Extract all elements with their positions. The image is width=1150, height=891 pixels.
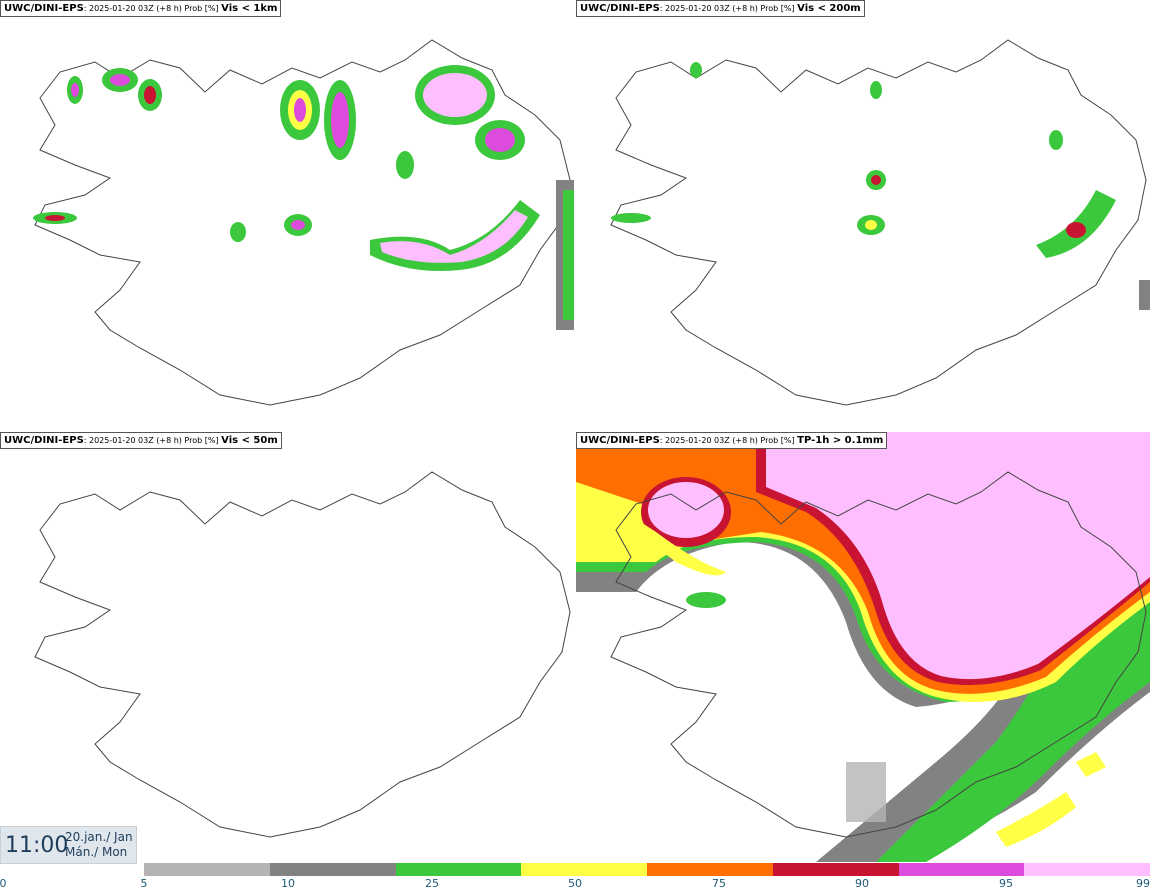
run-info: : 2025-01-20 03Z (+8 h) Prob [%] bbox=[83, 4, 219, 13]
panel-title-vis-1km: UWC/DINI-EPS: 2025-01-20 03Z (+8 h) Prob… bbox=[0, 0, 282, 17]
date-line: 20.jan./ Jan bbox=[65, 830, 133, 844]
colorbar-tick-label: 25 bbox=[425, 877, 439, 890]
map-panel-vis-1km: UWC/DINI-EPS: 2025-01-20 03Z (+8 h) Prob… bbox=[0, 0, 574, 430]
colorbar-tick-label: 75 bbox=[712, 877, 726, 890]
valid-date: 20.jan./ Jan Mán./ Mon bbox=[65, 830, 133, 860]
colorbar-segment bbox=[1024, 863, 1150, 876]
map-panel-vis-50m: UWC/DINI-EPS: 2025-01-20 03Z (+8 h) Prob… bbox=[0, 432, 574, 862]
map-panel-vis-200m: UWC/DINI-EPS: 2025-01-20 03Z (+8 h) Prob… bbox=[576, 0, 1150, 430]
probability-colorbar bbox=[144, 863, 1150, 876]
map-panel-tp1h: UWC/DINI-EPS: 2025-01-20 03Z (+8 h) Prob… bbox=[576, 432, 1150, 862]
map-vis-50m bbox=[34, 471, 571, 838]
variable-label: Vis < 1km bbox=[221, 3, 278, 14]
day-line: Mán./ Mon bbox=[65, 845, 128, 859]
colorbar-segment bbox=[521, 863, 647, 876]
map-vis-200m bbox=[610, 39, 1150, 406]
colorbar-segment bbox=[898, 863, 1025, 876]
run-info: : 2025-01-20 03Z (+8 h) Prob [%] bbox=[83, 436, 219, 445]
panel-title-vis-200m: UWC/DINI-EPS: 2025-01-20 03Z (+8 h) Prob… bbox=[576, 0, 865, 17]
colorbar-tick-label: 50 bbox=[568, 877, 582, 890]
valid-time: 11:00 bbox=[5, 833, 69, 858]
colorbar-tick-label: 95 bbox=[999, 877, 1013, 890]
panel-title-vis-50m: UWC/DINI-EPS: 2025-01-20 03Z (+8 h) Prob… bbox=[0, 432, 282, 449]
variable-label: Vis < 200m bbox=[797, 3, 861, 14]
colorbar-tick-label: 10 bbox=[281, 877, 295, 890]
colorbar-tick-label: 90 bbox=[855, 877, 869, 890]
model-name: UWC/DINI-EPS bbox=[580, 3, 660, 14]
variable-label: Vis < 50m bbox=[221, 435, 278, 446]
run-info: : 2025-01-20 03Z (+8 h) Prob [%] bbox=[659, 436, 795, 445]
colorbar-segment bbox=[144, 863, 270, 876]
prob-blobs-vis-200m bbox=[611, 62, 1150, 310]
colorbar-segment bbox=[647, 863, 773, 876]
map-tp1h bbox=[576, 432, 1150, 862]
panel-title-tp1h: UWC/DINI-EPS: 2025-01-20 03Z (+8 h) Prob… bbox=[576, 432, 888, 449]
colorbar-tick-label: 5 bbox=[140, 877, 148, 890]
colorbar-segment bbox=[395, 863, 522, 876]
run-info: : 2025-01-20 03Z (+8 h) Prob [%] bbox=[659, 4, 795, 13]
colorbar-segment bbox=[772, 863, 899, 876]
colorbar-tick-label: 99 bbox=[1136, 877, 1150, 890]
variable-label: TP-1h > 0.1mm bbox=[797, 435, 884, 446]
colorbar-segment bbox=[269, 863, 396, 876]
map-vis-1km bbox=[33, 39, 574, 406]
prob-blobs-vis-1km bbox=[33, 65, 574, 330]
model-name: UWC/DINI-EPS bbox=[4, 3, 84, 14]
valid-time-box: 11:00 20.jan./ Jan Mán./ Mon bbox=[0, 826, 137, 864]
model-name: UWC/DINI-EPS bbox=[4, 435, 84, 446]
model-name: UWC/DINI-EPS bbox=[580, 435, 660, 446]
colorbar-tick-label: 0 bbox=[0, 877, 7, 890]
